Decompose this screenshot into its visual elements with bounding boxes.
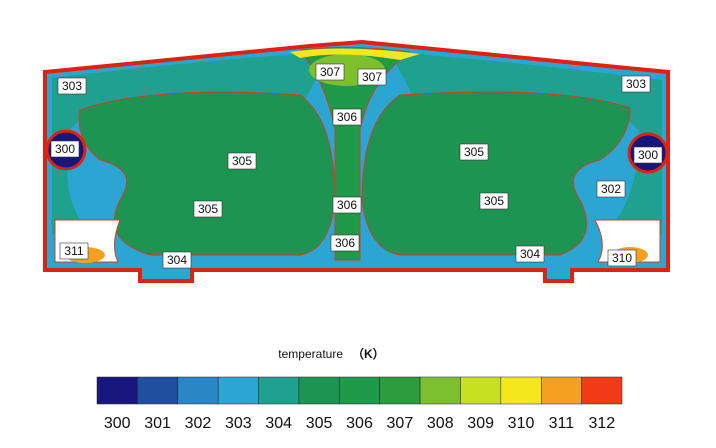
- colorbar-tick-label: 310: [508, 415, 535, 432]
- contour-label: 304: [167, 253, 187, 267]
- contour-label: 300: [638, 148, 658, 162]
- contour-label: 303: [62, 79, 82, 93]
- contour-label-box: [459, 143, 489, 161]
- contour-label: 306: [337, 110, 357, 124]
- contour-label: 302: [601, 182, 621, 196]
- colorbar-cell: [339, 376, 380, 405]
- colorbar-cell: [379, 376, 421, 405]
- colorbar-tick-label: 300: [104, 415, 131, 432]
- contour-label: 305: [464, 145, 484, 159]
- contour-label: 305: [232, 154, 252, 168]
- colorbar-cell: [419, 376, 461, 405]
- colorbar-unit: （K）: [352, 346, 385, 361]
- colorbar: 300 301 302 303 304 305 306 307 308 309 310 311 312: [96, 376, 623, 432]
- contour-label: 304: [520, 247, 540, 261]
- contour-label-box: [633, 146, 663, 164]
- colorbar-tick-label: 301: [144, 415, 171, 432]
- colorbar-cell: [581, 376, 623, 405]
- colorbar-cell: [460, 376, 502, 405]
- colorbar-cell: [217, 376, 259, 405]
- colorbar-tick-label: 312: [588, 415, 615, 432]
- contour-label: 305: [198, 202, 218, 216]
- contour-label: 303: [626, 77, 646, 91]
- contour-label-box: [315, 63, 345, 81]
- contour-labels: 303 307 307 303 306 300 305 305 300 302 305 306 305 3…: [50, 63, 663, 269]
- contour-label-box: [193, 200, 223, 218]
- contour-label: 310: [612, 251, 632, 265]
- colorbar-tick-label: 311: [549, 415, 575, 432]
- contour-label-box: [162, 251, 192, 269]
- contour-label-box: [621, 75, 651, 93]
- colorbar-cell: [137, 376, 179, 405]
- contour-label-box: [57, 77, 87, 95]
- contour-label-box: [332, 196, 362, 214]
- colorbar-cell: [298, 376, 340, 405]
- colorbar-tick-label: 305: [306, 415, 333, 432]
- contour-label: 307: [362, 70, 382, 84]
- contour-label-box: [515, 245, 545, 263]
- contour-label-box: [227, 152, 257, 170]
- contour-label-box: [596, 180, 626, 198]
- contour-label: 306: [337, 198, 357, 212]
- contour-label: 305: [484, 194, 504, 208]
- colorbar-cell: [96, 376, 138, 405]
- colorbar-tick-label: 307: [387, 415, 414, 432]
- contour-label-box: [50, 140, 80, 158]
- contour-label-box: [607, 249, 637, 267]
- colorbar-tick-label: 308: [427, 415, 454, 432]
- colorbar-tick-label: 304: [265, 415, 292, 432]
- contour-label: 300: [55, 142, 75, 156]
- contour-label-box: [357, 68, 387, 86]
- contour-label-box: [332, 108, 362, 126]
- colorbar-cell: [258, 376, 300, 405]
- colorbar-tick-label: 306: [346, 415, 373, 432]
- contour-label-box: [330, 234, 360, 252]
- colorbar-tick-label: 302: [185, 415, 212, 432]
- colorbar-tick-label: 309: [467, 415, 494, 432]
- contour-label: 307: [320, 65, 340, 79]
- colorbar-title: temperature: [278, 347, 343, 361]
- colorbar-cell: [177, 376, 219, 405]
- contour-label: 306: [335, 236, 355, 250]
- contour-label: 311: [64, 244, 83, 258]
- colorbar-cell: [540, 376, 582, 405]
- contour-label-box: [479, 192, 509, 210]
- colorbar-tick-label: 303: [225, 415, 252, 432]
- contour-label-box: [59, 242, 89, 260]
- colorbar-cell: [500, 376, 542, 405]
